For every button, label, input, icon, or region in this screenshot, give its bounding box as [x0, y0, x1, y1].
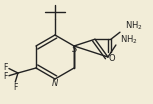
Text: S: S — [72, 46, 78, 54]
Text: N: N — [52, 79, 58, 87]
Text: F: F — [3, 72, 7, 81]
Text: F: F — [3, 63, 7, 72]
Text: O: O — [109, 54, 115, 63]
Text: F: F — [13, 82, 17, 92]
Text: NH$_2$: NH$_2$ — [125, 20, 143, 32]
Text: NH$_2$: NH$_2$ — [120, 34, 137, 46]
